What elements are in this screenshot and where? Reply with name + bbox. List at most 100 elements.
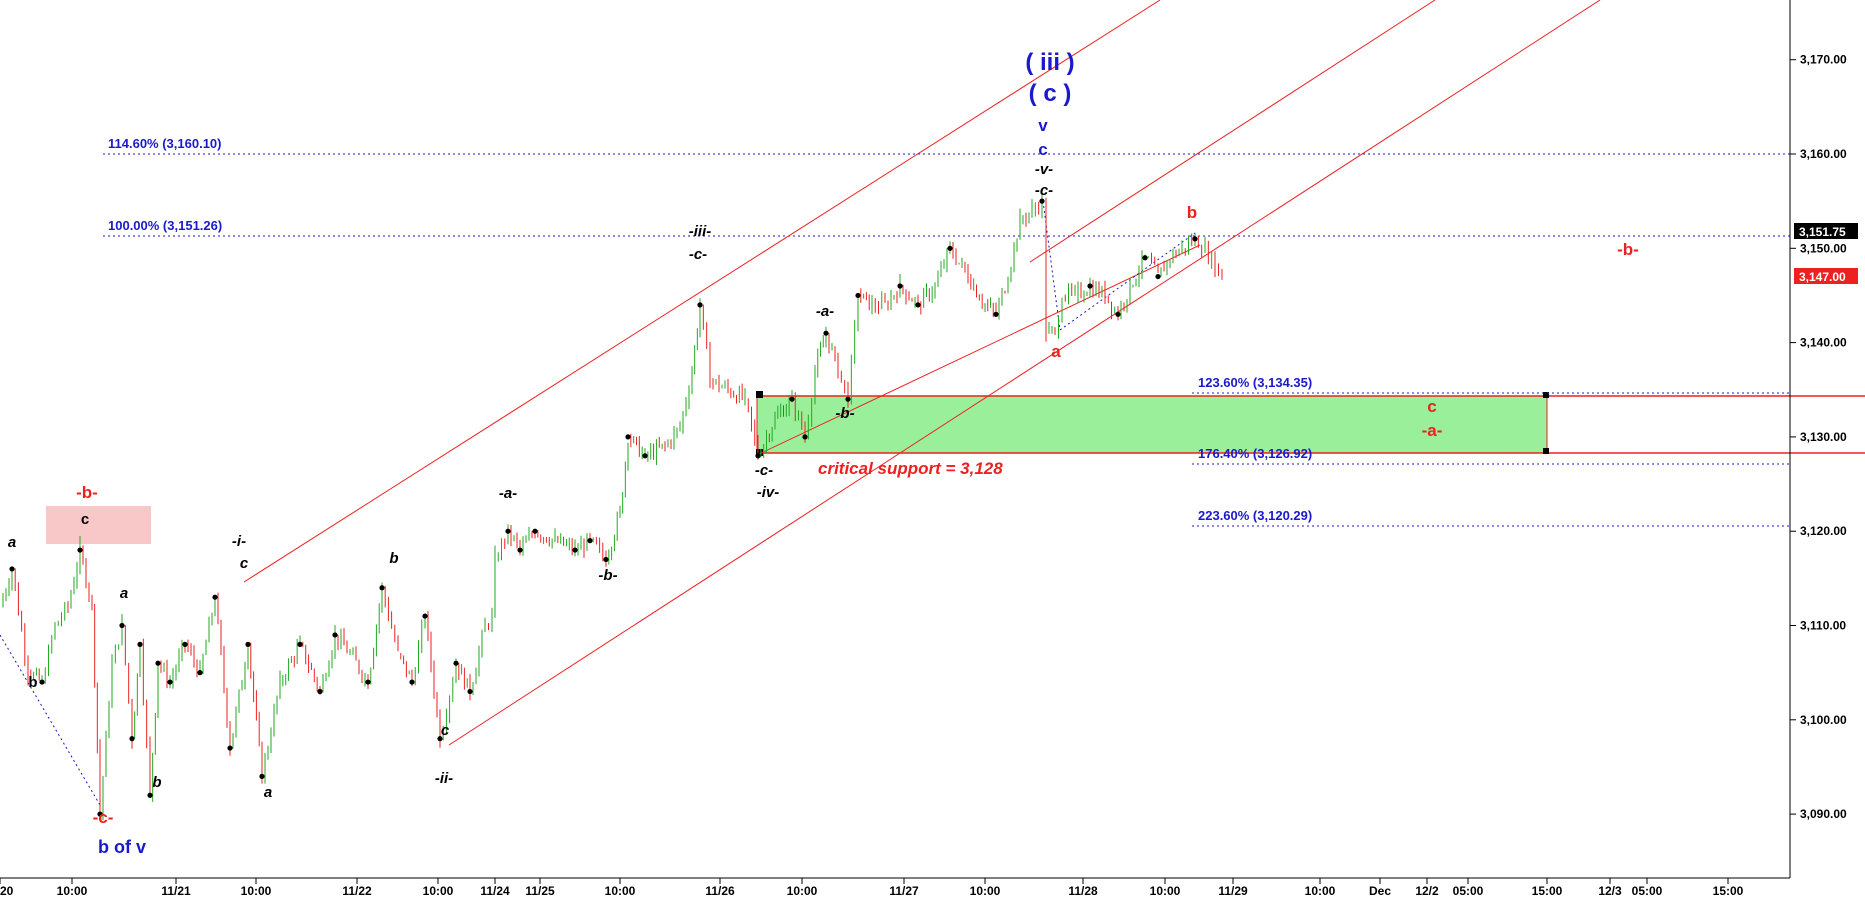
pivot-point	[1142, 255, 1148, 261]
support-zone-rect	[756, 395, 1548, 454]
y-tick-label: 3,150.00	[1800, 241, 1847, 255]
pivot-point	[642, 453, 648, 459]
x-tick-label: 10:00	[57, 884, 88, 898]
wave-label: b	[389, 550, 398, 567]
pivot-point	[365, 679, 371, 685]
target-zone-b	[46, 506, 151, 544]
candlestick-series	[2, 192, 1223, 821]
pivot-point	[697, 302, 703, 308]
pivot-point	[119, 622, 125, 629]
pivot-point	[1192, 236, 1198, 242]
pivot-point	[422, 613, 428, 619]
wave-label: c	[441, 722, 450, 739]
pivot-point	[802, 434, 808, 440]
x-tick-label: 10:00	[423, 884, 454, 898]
pivot-point	[297, 641, 303, 647]
pivot-point	[77, 547, 83, 553]
wave-label: -a-	[499, 485, 517, 502]
fib-label-123: 123.60% (3,134.35)	[1198, 375, 1312, 390]
wave-label: v	[1038, 116, 1048, 135]
support-zone-marker	[756, 391, 763, 398]
wave-label: b	[28, 674, 37, 691]
x-tick-label: 10:00	[605, 884, 636, 898]
pivot-point	[167, 679, 173, 685]
channel-lower-line-2	[756, 244, 1201, 456]
x-axis: 20 10:00 11/21 10:00 11/22 10:00 11/24 11/25 10:…	[0, 877, 1790, 898]
pivot-point	[572, 547, 578, 553]
wave-labels: ( iii )( c )vc-v--c--iii--c-b-b--a-a-b-c…	[8, 49, 1639, 857]
x-tick-label: 15:00	[1713, 884, 1744, 898]
support-zone	[756, 391, 1865, 456]
pivot-point	[147, 792, 153, 798]
wave-label: -b-	[598, 567, 617, 584]
wave-label: b	[1187, 203, 1197, 222]
channel-lower-line	[448, 0, 1601, 746]
x-tick-label: 10:00	[970, 884, 1001, 898]
wave-label: -a-	[816, 303, 834, 320]
pivot-point	[505, 528, 511, 534]
y-tick-label: 3,130.00	[1800, 430, 1847, 444]
pivot-point	[1115, 311, 1121, 317]
x-tick-label: 11/22	[342, 884, 372, 898]
y-tick-label: 3,100.00	[1800, 713, 1847, 727]
pivot-point	[245, 641, 251, 647]
x-tick-label: 15:00	[1532, 884, 1563, 898]
x-tick-label: 11/26	[705, 884, 735, 898]
pivot-point	[97, 811, 103, 817]
pivot-point	[129, 736, 135, 742]
wave-label: -c-	[1035, 182, 1053, 199]
x-tick-label: 10:00	[787, 884, 818, 898]
pivot-point	[855, 292, 861, 299]
fib-lines	[103, 153, 1790, 527]
support-zone-marker	[756, 449, 763, 456]
x-ticks: 20 10:00 11/21 10:00 11/22 10:00 11/24 11/25 10:…	[0, 878, 1744, 898]
pivot-point	[1155, 273, 1161, 280]
wave-label: -b-	[1617, 240, 1639, 259]
pivot-point	[517, 547, 523, 553]
wave-label: -c-	[93, 808, 114, 827]
pivot-point	[197, 670, 203, 676]
channel-middle-line	[1029, 0, 1436, 263]
pivot-point	[915, 302, 921, 308]
x-tick-label: 05:00	[1453, 884, 1484, 898]
pivot-point	[603, 556, 609, 563]
y-tick-label: 3,110.00	[1800, 619, 1846, 633]
pivot-point	[39, 679, 45, 685]
wave-label: -ii-	[435, 770, 453, 787]
fib-label-100: 100.00% (3,151.26)	[108, 218, 222, 233]
pivot-point	[137, 641, 143, 647]
pivot-point	[755, 453, 761, 459]
trend-channel	[243, 0, 1601, 746]
pivot-point	[259, 773, 265, 779]
pivot-point	[409, 679, 415, 685]
last-price-box	[1794, 223, 1858, 239]
pivot-point	[182, 641, 188, 647]
x-tick-label: 11/21	[161, 884, 191, 898]
wave-label: -a-	[1422, 421, 1443, 440]
wave-pivots	[9, 198, 1198, 817]
pivot-point	[332, 632, 338, 638]
pivot-point	[227, 745, 233, 751]
pivot-point	[1039, 198, 1045, 204]
wave-label: -b-	[835, 405, 854, 422]
wave-label: ( iii )	[1025, 49, 1074, 76]
y-tick-label: 3,090.00	[1800, 807, 1847, 821]
x-tick-label: 05:00	[1632, 884, 1663, 898]
wave-label: -b-	[76, 483, 98, 502]
wave-label: -v-	[1035, 161, 1053, 178]
pivot-point	[532, 528, 538, 534]
pivot-point	[212, 594, 218, 600]
wave-label: -iii-	[689, 223, 712, 240]
wave-label: c	[1038, 140, 1047, 159]
x-tick-label: 10:00	[241, 884, 272, 898]
x-tick-label: 11/24	[480, 884, 510, 898]
x-tick-label: 11/25	[525, 884, 555, 898]
wave-label: a	[120, 585, 128, 602]
x-tick-label: Dec	[1369, 884, 1391, 898]
x-tick-label: 20	[0, 884, 14, 898]
x-tick-label: 12/3	[1598, 884, 1622, 898]
pivot-point	[625, 434, 631, 440]
wave-label: ( c )	[1029, 80, 1072, 107]
wave-label: -i-	[232, 533, 246, 550]
pivot-point	[897, 283, 903, 289]
